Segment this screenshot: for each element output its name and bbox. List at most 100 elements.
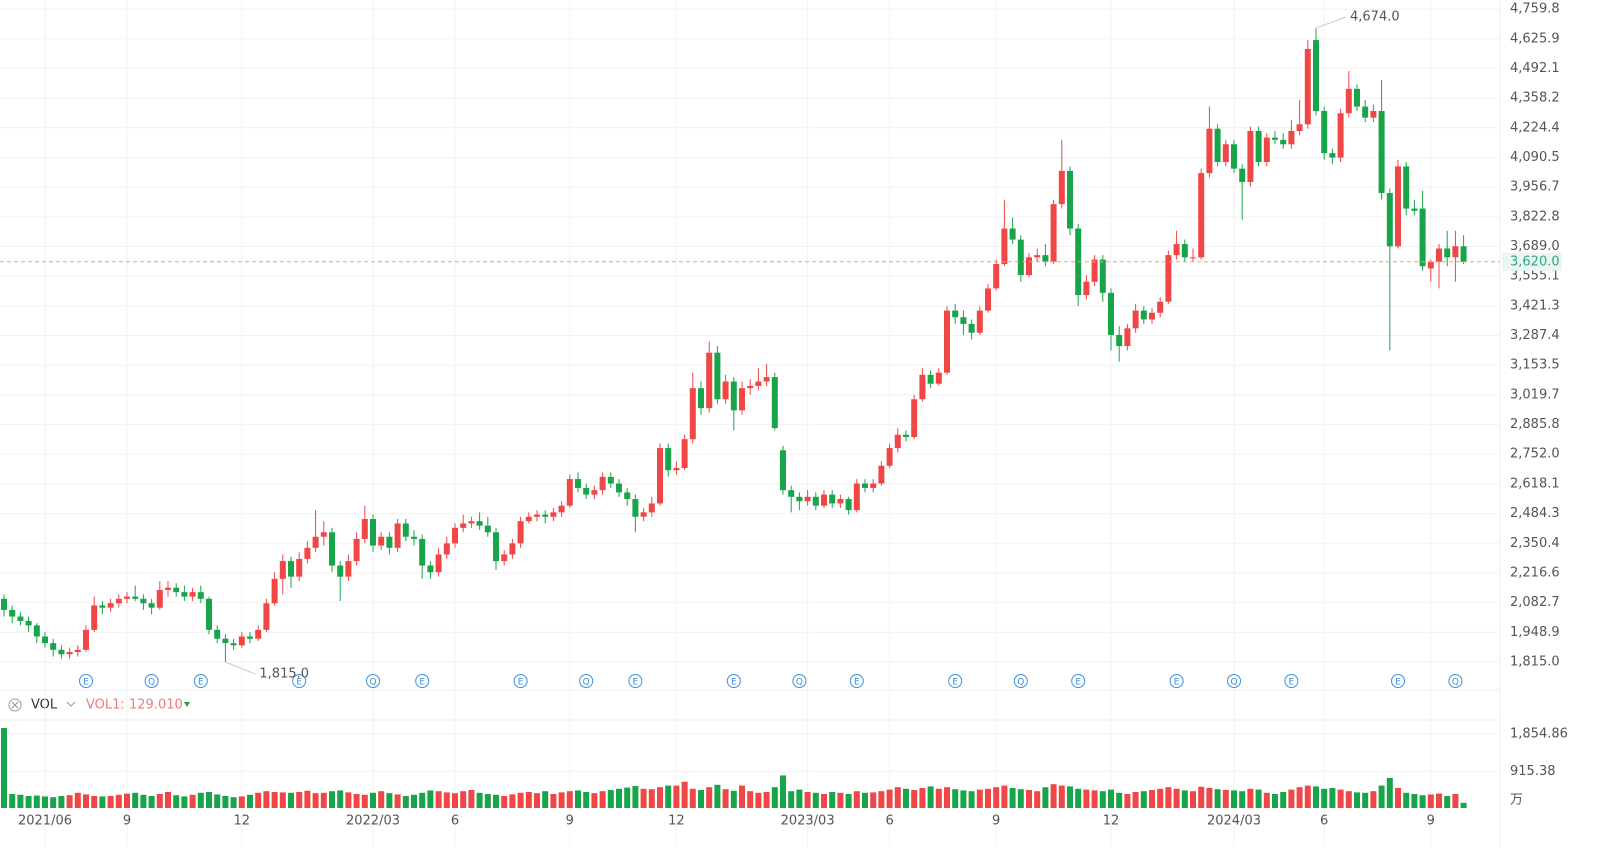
candle-body xyxy=(353,538,360,562)
candle-body xyxy=(648,503,655,513)
volume-bar xyxy=(1009,788,1016,808)
candle-body xyxy=(591,490,598,495)
volume-bar xyxy=(181,796,188,808)
x-tick-label: 9 xyxy=(992,814,1000,829)
candle-body xyxy=(9,609,16,617)
candle-body xyxy=(1337,113,1344,158)
volume-bar xyxy=(952,789,959,808)
volume-bar xyxy=(1116,792,1123,808)
candle-body xyxy=(1304,48,1311,125)
y-tick-label: 1,815.0 xyxy=(1510,654,1560,669)
candle-body xyxy=(534,514,540,517)
volume-bar xyxy=(206,792,212,808)
candle-body xyxy=(1108,292,1114,335)
candle-body xyxy=(632,499,639,517)
y-tick-label: 1,948.9 xyxy=(1510,625,1560,640)
candle-body xyxy=(657,448,663,504)
candle-body xyxy=(1247,130,1254,182)
candle-body xyxy=(443,543,450,555)
dropdown-icon[interactable] xyxy=(66,701,76,707)
candle-body xyxy=(1436,248,1442,262)
candle-body xyxy=(33,625,40,637)
volume-bar xyxy=(821,794,827,808)
volume-bar xyxy=(1263,792,1270,808)
candle-body xyxy=(83,629,89,650)
volume-tick-label: 1,854.86 xyxy=(1510,726,1568,741)
volume-bar xyxy=(427,790,434,808)
y-tick-label: 3,019.7 xyxy=(1510,387,1560,402)
volume-bar xyxy=(1050,784,1057,808)
volume-bar xyxy=(468,790,475,808)
volume-bar xyxy=(214,794,221,808)
volume-bar xyxy=(722,789,729,808)
candle-body xyxy=(1370,111,1377,118)
volume-bar xyxy=(878,791,885,808)
volume-bar xyxy=(148,796,155,808)
event-marker xyxy=(415,674,430,688)
volume-bar xyxy=(903,788,909,808)
event-label: Q xyxy=(1230,678,1237,688)
volume-bar xyxy=(763,792,770,808)
x-tick-label: 9 xyxy=(566,814,574,829)
candle-body xyxy=(1,598,7,610)
volume-bar xyxy=(1042,787,1049,808)
volume-bar xyxy=(1296,787,1303,808)
candle-body xyxy=(206,598,212,630)
volume-bar xyxy=(230,797,237,808)
volume-bar xyxy=(739,785,745,808)
volume-bar xyxy=(591,793,598,808)
candle-body xyxy=(1058,170,1065,205)
volume-bar xyxy=(484,794,491,808)
volume-bar xyxy=(247,794,253,808)
volume-bar xyxy=(1140,791,1147,808)
candle-body xyxy=(476,521,483,526)
candle-body xyxy=(919,374,926,400)
candle-body xyxy=(509,543,516,555)
candle-body xyxy=(1116,334,1123,347)
volume-bar xyxy=(1067,786,1073,808)
candle-body xyxy=(42,636,48,644)
y-tick-label: 2,216.6 xyxy=(1510,565,1560,580)
volume-indicator-value: 129.010 xyxy=(129,698,183,713)
candle-body xyxy=(821,494,827,506)
y-tick-label: 3,689.0 xyxy=(1510,239,1560,254)
candle-body xyxy=(1427,261,1434,269)
min-leader xyxy=(225,661,256,675)
candle-body xyxy=(870,483,877,488)
candle-body xyxy=(378,536,385,546)
event-label: E xyxy=(83,678,89,688)
volume-bar xyxy=(1419,795,1426,808)
candle-body xyxy=(1386,193,1393,247)
event-marker xyxy=(579,674,594,688)
volume-bar xyxy=(755,792,762,808)
event-label: Q xyxy=(583,678,590,688)
candle-body xyxy=(173,587,180,593)
candle-body xyxy=(337,565,344,577)
event-marker xyxy=(849,674,864,688)
candle-body xyxy=(1067,170,1073,229)
candle-body xyxy=(1181,244,1188,258)
event-marker xyxy=(366,674,380,688)
volume-bar xyxy=(853,791,860,808)
candle-body xyxy=(361,518,368,539)
volume-bar xyxy=(1206,788,1213,808)
volume-bar xyxy=(9,794,16,808)
volume-bar xyxy=(1354,792,1360,808)
volume-bar xyxy=(829,792,836,808)
candle-body xyxy=(107,603,114,608)
volume-bar xyxy=(296,792,303,808)
volume-bar xyxy=(452,793,458,808)
candle-body xyxy=(796,496,803,502)
candle-body xyxy=(312,536,319,548)
candle-body xyxy=(1263,137,1270,163)
volume-indicator-name: VOL1: xyxy=(86,698,125,713)
candle-body xyxy=(1009,228,1016,240)
max-label: 4,674.0 xyxy=(1350,10,1400,25)
event-label: Q xyxy=(369,678,376,688)
candle-body xyxy=(1313,40,1319,112)
volume-bar xyxy=(66,795,73,808)
close-icon[interactable] xyxy=(8,698,22,712)
volume-bar xyxy=(353,794,360,808)
volume-bar xyxy=(1165,787,1172,808)
volume-bar xyxy=(1329,788,1336,808)
